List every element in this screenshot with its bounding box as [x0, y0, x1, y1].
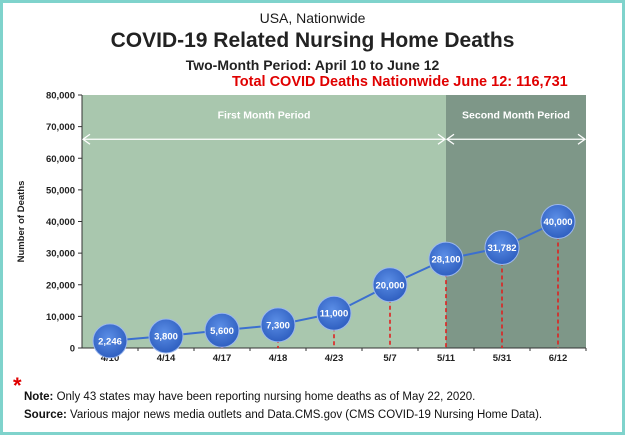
first-period-arrow-left-head	[81, 133, 91, 145]
data-label: 5,600	[210, 326, 234, 337]
data-point	[316, 295, 352, 331]
data-label: 2,246	[98, 336, 122, 347]
data-label: 28,100	[431, 255, 460, 266]
y-tick-label: 80,000	[46, 91, 75, 102]
note-label: Note:	[24, 391, 54, 403]
chart-subtitle: Two-Month Period: April 10 to June 12	[185, 57, 440, 73]
x-tick-label: 4/17	[213, 353, 232, 364]
x-tick-label: 6/12	[549, 353, 568, 364]
data-point	[204, 312, 240, 348]
x-tick-label: 5/11	[437, 353, 456, 364]
x-tick-label: 4/23	[325, 353, 344, 364]
y-tick-label: 30,000	[46, 249, 75, 260]
note-text: Only 43 states may have been reporting n…	[56, 391, 476, 403]
data-point	[260, 307, 296, 343]
source-label: Source:	[24, 409, 67, 421]
data-point	[148, 318, 184, 354]
x-tick-label: 5/31	[493, 353, 512, 364]
chart-title: COVID-19 Related Nursing Home Deaths	[110, 29, 515, 52]
source-line: Source: Various major news media outlets…	[24, 409, 542, 421]
data-point	[428, 241, 464, 277]
y-tick-label: 0	[70, 344, 75, 355]
x-tick-label: 4/18	[269, 353, 288, 364]
data-point	[372, 267, 408, 303]
chart-svg: 0 10,000 20,000 30,000 40,000 50,000 60,000 70,…	[16, 91, 587, 364]
data-label: 11,000	[320, 309, 349, 320]
data-label: 20,000	[375, 280, 404, 291]
y-tick-label: 20,000	[46, 280, 75, 291]
y-tick-label: 60,000	[46, 154, 75, 165]
data-point	[540, 204, 576, 239]
first-period-arrow-right-head	[437, 133, 447, 145]
y-axis-label: Number of Deaths	[16, 181, 27, 263]
second-period-label: Second Month Period	[462, 110, 570, 122]
y-tick-label: 70,000	[46, 122, 75, 133]
y-tick-label: 10,000	[46, 312, 75, 323]
data-label: 40,000	[543, 217, 572, 228]
x-tick-label: 4/10	[101, 353, 120, 364]
note-asterisk: *	[13, 373, 22, 398]
x-tick-label: 5/7	[383, 353, 396, 364]
x-tick-label: 4/14	[157, 353, 176, 364]
chart-top-line: USA, Nationwide	[259, 10, 366, 26]
second-period-arrow-left-head	[445, 133, 455, 145]
y-tick-label: 40,000	[46, 217, 75, 228]
total-deaths-line: Total COVID Deaths Nationwide June 12: 1…	[232, 74, 568, 90]
y-tick-label: 50,000	[46, 185, 75, 196]
first-period-label: First Month Period	[218, 110, 311, 122]
first-period-background	[82, 95, 446, 348]
second-period-arrow-right-head	[577, 133, 587, 145]
data-label: 31,782	[487, 243, 516, 254]
data-label: 3,800	[154, 331, 178, 342]
data-point	[92, 323, 128, 359]
footnote: Note: Only 43 states may have been repor…	[24, 391, 475, 403]
data-label: 7,300	[266, 320, 290, 331]
source-text: Various major news media outlets and Dat…	[70, 409, 543, 421]
data-point	[484, 229, 520, 265]
